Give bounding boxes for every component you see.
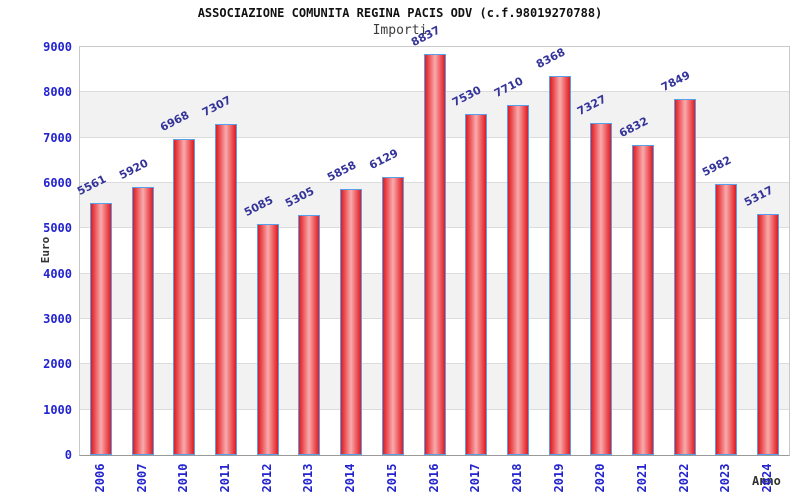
y-tick-label: 5000: [43, 221, 72, 236]
y-axis: 0 1000 2000 3000 4000 5000 6000 7000 8000 9000: [0, 40, 72, 462]
bar-value-label: 5858: [325, 158, 359, 185]
bar-2020: [590, 122, 613, 455]
bar-2023: [715, 183, 738, 455]
plot-area: 5561 5920 6968 7307 5085 5305 5858 6129 8837 7530…: [75, 24, 790, 456]
bar-2010: [173, 139, 196, 455]
bar-value-label: 6129: [366, 146, 401, 173]
y-tick-label: 6000: [43, 176, 72, 190]
bar-2013: [298, 214, 321, 455]
y-tick-label: 8000: [43, 85, 72, 100]
bar-2021: [632, 145, 655, 455]
bar-2019: [548, 75, 571, 455]
y-tick-label: 9000: [43, 40, 72, 54]
y-tick-label: 1000: [43, 402, 72, 417]
y-tick-label: 3000: [43, 312, 72, 326]
bar-value-label: 8368: [533, 45, 567, 71]
bar-2015: [381, 177, 404, 455]
bar-2024: [757, 213, 780, 455]
bar-2018: [506, 105, 529, 455]
bar-2014: [340, 189, 363, 455]
bar-2011: [214, 123, 237, 455]
bar-2017: [465, 113, 488, 455]
bar-2012: [256, 224, 279, 455]
y-tick-label: 4000: [43, 266, 72, 281]
chart-title: ASSOCIAZIONE COMUNITA REGINA PACIS ODV (…: [197, 6, 603, 20]
bar-2016: [423, 54, 446, 455]
bar-2022: [673, 99, 696, 455]
bar-2007: [131, 186, 154, 455]
bar-value-label: 5920: [116, 156, 150, 182]
y-tick-label: 2000: [43, 357, 72, 372]
y-tick-label: 7000: [43, 130, 72, 145]
chart-subtitle: Importi: [372, 23, 428, 38]
x-axis-title: Anno: [752, 474, 781, 488]
y-tick-label: 0: [64, 448, 72, 462]
y-axis-title: Euro: [39, 236, 52, 264]
bar-value-label: 5982: [700, 153, 734, 179]
bar-2006: [89, 202, 112, 455]
